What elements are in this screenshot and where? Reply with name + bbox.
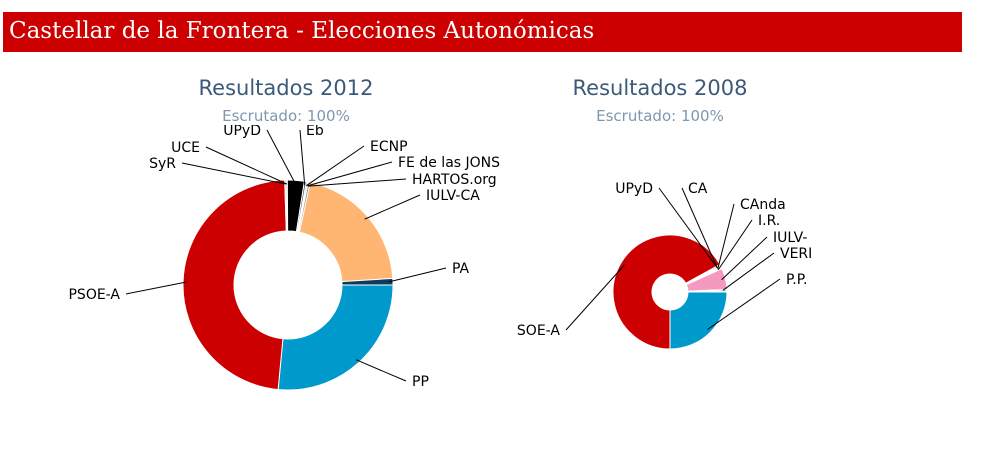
leader-ecnp — [306, 145, 365, 187]
slices — [182, 179, 394, 391]
label-pp: PP — [412, 374, 429, 390]
leader-pp — [355, 359, 407, 382]
leader-syr — [181, 162, 286, 185]
title-banner: Castellar de la Frontera - Elecciones Au… — [3, 12, 962, 52]
slice-pp — [277, 284, 394, 391]
label-hartos-org: HARTOS.org — [412, 172, 497, 188]
leader-psoe-a — [125, 281, 188, 295]
slice-psoe-a — [182, 179, 287, 391]
label-upyd: UPyD — [223, 125, 261, 139]
label-ca: CA — [688, 181, 708, 197]
label-iulv-ca: IULV-CA — [426, 188, 480, 204]
leader-fe-de-las-jons — [307, 161, 393, 187]
slice-iulv-ca — [298, 181, 394, 283]
label-i-r: I.R. — [758, 213, 780, 229]
label-uce: UCE — [171, 140, 200, 156]
leader-psoe-a — [565, 264, 625, 331]
label-psoe-a: SOE-A — [517, 323, 560, 339]
chart-2012-title: Resultados 2012 — [198, 76, 374, 100]
chart-2008-subtitle: Escrutado: 100% — [596, 107, 724, 125]
leader-ca — [681, 187, 718, 269]
label-p-p: P.P. — [786, 272, 807, 288]
leader-iulv — [721, 236, 768, 281]
label-veri: VERI — [780, 246, 812, 262]
leader-canda — [717, 203, 735, 270]
label-fe-de-las-jons: FE de las JONS — [398, 155, 500, 171]
leader-pa — [388, 267, 447, 283]
label-eb: Eb — [306, 125, 324, 139]
leader-iulv-ca — [364, 194, 421, 220]
page-title: Castellar de la Frontera - Elecciones Au… — [9, 18, 595, 44]
leader-hartos-org — [308, 178, 407, 187]
label-upyd: UPyD — [615, 181, 653, 197]
leader-upyd — [658, 187, 718, 268]
leader-uce — [205, 146, 287, 185]
label-pa: PA — [452, 261, 470, 277]
chart-2012-subtitle: Escrutado: 100% — [222, 107, 350, 125]
leader-i-r — [717, 219, 753, 271]
slice-pa — [687, 290, 728, 293]
label-canda: CAnda — [740, 197, 786, 213]
leader-upyd — [266, 129, 297, 185]
leader-veri — [722, 252, 775, 291]
leader-eb — [299, 129, 306, 186]
label-syr: SyR — [149, 156, 176, 172]
label-ecnp: ECNP — [370, 139, 408, 155]
slice-p-p — [669, 291, 728, 350]
slice-psoe-a — [612, 234, 721, 350]
chart-2008-title: Resultados 2008 — [572, 76, 748, 100]
label-psoe-a: PSOE-A — [68, 287, 120, 303]
label-iulv: IULV- — [773, 230, 807, 246]
slices — [612, 234, 728, 350]
leader-p-p — [707, 278, 781, 330]
